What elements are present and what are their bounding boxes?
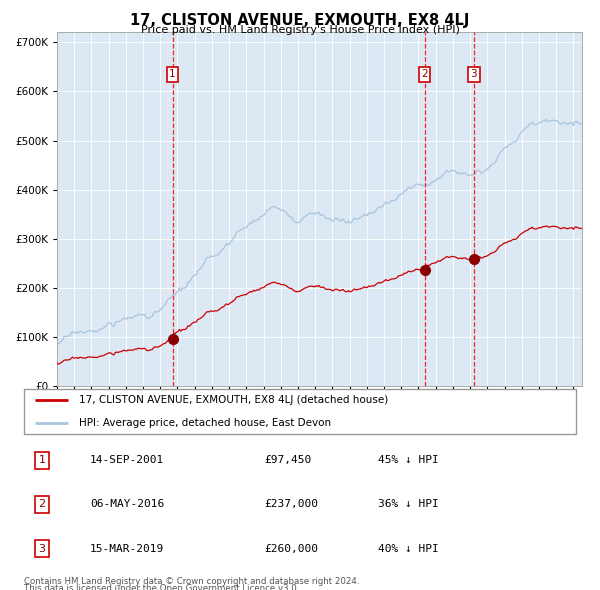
Text: 3: 3 [470, 69, 477, 79]
Text: 17, CLISTON AVENUE, EXMOUTH, EX8 4LJ (detached house): 17, CLISTON AVENUE, EXMOUTH, EX8 4LJ (de… [79, 395, 388, 405]
Text: 17, CLISTON AVENUE, EXMOUTH, EX8 4LJ: 17, CLISTON AVENUE, EXMOUTH, EX8 4LJ [130, 13, 470, 28]
Text: Price paid vs. HM Land Registry's House Price Index (HPI): Price paid vs. HM Land Registry's House … [140, 25, 460, 35]
Text: 40% ↓ HPI: 40% ↓ HPI [378, 544, 439, 553]
Text: This data is licensed under the Open Government Licence v3.0.: This data is licensed under the Open Gov… [24, 584, 299, 590]
Text: 15-MAR-2019: 15-MAR-2019 [90, 544, 164, 553]
Text: 14-SEP-2001: 14-SEP-2001 [90, 455, 164, 465]
Text: HPI: Average price, detached house, East Devon: HPI: Average price, detached house, East… [79, 418, 331, 428]
Text: £97,450: £97,450 [264, 455, 311, 465]
Text: 1: 1 [169, 69, 176, 79]
Text: Contains HM Land Registry data © Crown copyright and database right 2024.: Contains HM Land Registry data © Crown c… [24, 577, 359, 586]
Text: 36% ↓ HPI: 36% ↓ HPI [378, 500, 439, 509]
Text: 3: 3 [38, 544, 46, 553]
Text: £260,000: £260,000 [264, 544, 318, 553]
Text: 06-MAY-2016: 06-MAY-2016 [90, 500, 164, 509]
Text: 1: 1 [38, 455, 46, 465]
Text: 2: 2 [421, 69, 428, 79]
Text: £237,000: £237,000 [264, 500, 318, 509]
Text: 45% ↓ HPI: 45% ↓ HPI [378, 455, 439, 465]
Text: 2: 2 [38, 500, 46, 509]
